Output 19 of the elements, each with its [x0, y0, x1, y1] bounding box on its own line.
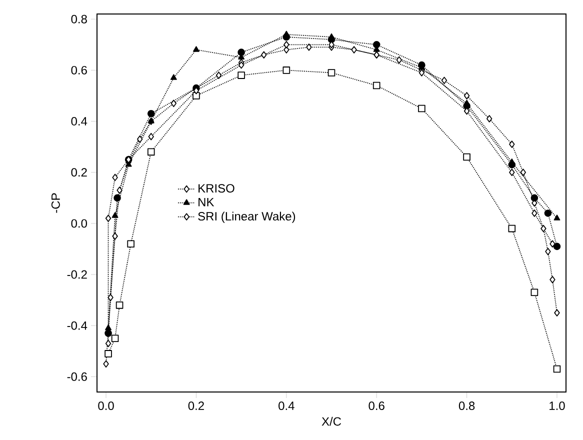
y-tick-label: -0.6	[67, 372, 87, 381]
y-tick-label: -0.4	[67, 321, 88, 330]
legend-label: KRISO	[198, 184, 234, 193]
y-tick-label: -0.2	[67, 270, 87, 279]
x-axis-title: X/C	[322, 416, 342, 426]
x-tick-label: 0.4	[278, 402, 294, 410]
x-tick-label: 0.6	[368, 402, 384, 410]
legend-label: SRI (Linear Wake)	[198, 212, 296, 223]
y-tick-label: 0.0	[71, 219, 88, 228]
x-tick-label: 0.0	[98, 402, 114, 410]
x-tick-label: 0.8	[458, 402, 475, 410]
y-tick-label: 0.6	[71, 66, 87, 74]
x-tick-label: 1.0	[550, 402, 565, 410]
x-tick-label: 0.2	[188, 402, 204, 410]
y-tick-label: 0.4	[71, 117, 88, 126]
legend-label: NK	[198, 198, 214, 206]
y-tick-label: 0.2	[71, 168, 87, 177]
y-axis-title: -CP	[51, 193, 60, 213]
y-tick-label: 0.8	[71, 14, 87, 24]
